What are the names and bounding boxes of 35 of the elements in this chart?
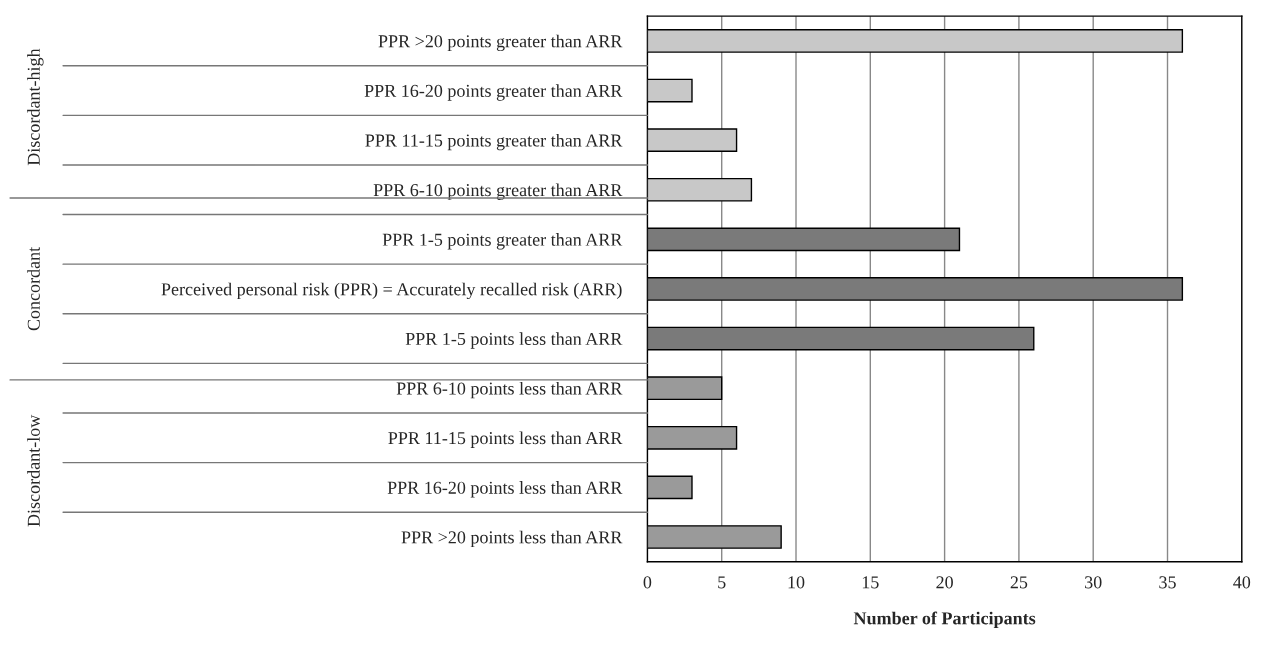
text: Discordant-low bbox=[27, 414, 40, 527]
y-tick-label: PPR 6-10 points greater than ARR bbox=[373, 183, 623, 200]
text: Discordant-high bbox=[27, 48, 44, 166]
bar bbox=[647, 29, 1184, 53]
y-tick-label: PPR 11-15 points less than ARR bbox=[388, 431, 623, 448]
y-tick-label: PPR 1-5 points greater than ARR bbox=[382, 233, 623, 250]
y-tick-label: PPR 16-20 points greater than ARR bbox=[364, 84, 623, 101]
y-tick-label: PPR 16-20 points less than ARR bbox=[387, 481, 623, 498]
bar bbox=[647, 227, 961, 252]
x-tick-label: 40 bbox=[1233, 576, 1251, 589]
x-tick-label: 30 bbox=[1085, 576, 1102, 589]
bar bbox=[647, 376, 723, 401]
y-tick-label: PPR >20 points greater than ARR bbox=[378, 34, 623, 52]
y-tick-label: Perceived personal risk (PPR) = Accurately recalled risk (ARR) bbox=[161, 282, 622, 300]
x-axis-title: Number of Participants bbox=[853, 611, 1036, 629]
y-tick-label: PPR 1-5 points less than ARR bbox=[405, 332, 623, 349]
x-tick-label: 0 bbox=[643, 576, 652, 589]
x-tick-label: 25 bbox=[1010, 576, 1028, 589]
bar bbox=[647, 525, 782, 549]
bar bbox=[647, 177, 753, 202]
y-tick-label: PPR 6-10 points less than ARR bbox=[396, 381, 623, 399]
bar bbox=[647, 475, 693, 500]
bar bbox=[647, 425, 738, 450]
y-tick-label: PPR >20 points less than ARR bbox=[401, 530, 623, 548]
bar bbox=[647, 78, 693, 103]
bar bbox=[647, 326, 1035, 351]
x-tick-label: 5 bbox=[718, 576, 726, 589]
y-tick-label: PPR 11-15 points greater than ARR bbox=[365, 133, 623, 151]
x-tick-label: 35 bbox=[1159, 576, 1176, 589]
bar bbox=[647, 128, 738, 152]
x-tick-label: 15 bbox=[862, 576, 879, 589]
x-tick-label: 20 bbox=[936, 576, 953, 589]
x-tick-label: 10 bbox=[788, 576, 805, 589]
text: Concordant bbox=[27, 246, 40, 331]
bar bbox=[647, 277, 1184, 301]
